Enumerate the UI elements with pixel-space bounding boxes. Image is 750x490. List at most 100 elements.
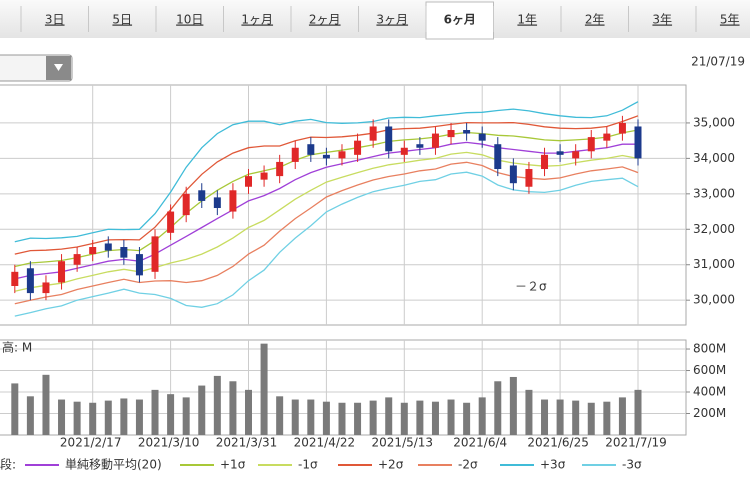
candle-body — [463, 130, 471, 134]
candle-body — [525, 169, 533, 187]
volume-bar — [182, 397, 190, 435]
volume-bar — [89, 402, 97, 435]
tab[interactable]: 3年 — [652, 13, 672, 27]
tab[interactable]: 1年 — [517, 13, 537, 27]
candle-body — [120, 247, 128, 258]
volume-title: 高: M — [2, 340, 32, 355]
x-tick-label: 2021/6/4 — [453, 436, 507, 450]
y-tick-label: 34,000 — [693, 151, 735, 165]
legend-label: -2σ — [458, 458, 478, 472]
volume-bar — [135, 399, 143, 435]
candle-body — [354, 140, 362, 155]
annotation: －２σ — [515, 280, 547, 294]
volume-bar — [618, 397, 626, 435]
y-tick-label: 30,000 — [693, 293, 735, 307]
x-tick-label: 2021/3/10 — [138, 436, 200, 450]
candle-body — [260, 172, 268, 180]
x-tick-label: 2021/3/31 — [216, 436, 278, 450]
volume-bar — [556, 399, 564, 435]
candle-body — [369, 126, 377, 141]
candle-body — [276, 161, 284, 177]
tab[interactable]: 3ヶ月 — [376, 13, 408, 27]
tab-bar — [0, 0, 750, 38]
volume-bar — [478, 397, 486, 435]
volume-bar — [416, 400, 424, 435]
candle-body — [618, 122, 626, 134]
candle-body — [322, 154, 330, 159]
legend-title: 段: — [0, 457, 16, 472]
candle-body — [135, 254, 143, 276]
candle-body — [587, 137, 595, 152]
candle-body — [509, 165, 517, 184]
y-tick-label: 35,000 — [693, 115, 735, 129]
volume-bar — [447, 399, 455, 435]
volume-bar — [120, 398, 128, 435]
price-panel — [0, 84, 687, 326]
volume-bar — [229, 381, 237, 435]
volume-bar — [369, 400, 377, 435]
y-tick-label: 200M — [693, 406, 726, 420]
candle-body — [603, 133, 611, 141]
volume-bar — [431, 401, 439, 435]
candle-body — [307, 144, 315, 155]
candle-body — [73, 254, 81, 265]
x-tick-label: 2021/5/13 — [372, 436, 434, 450]
candle-body — [42, 282, 50, 294]
tab[interactable]: 2年 — [585, 13, 605, 27]
tab[interactable]: 5年 — [720, 13, 740, 27]
dropdown-arrow — [54, 64, 63, 71]
y-tick-label: 800M — [693, 342, 726, 356]
volume-bar — [572, 400, 580, 435]
candle-body — [447, 130, 455, 138]
volume-bar — [322, 401, 330, 435]
volume-bar — [400, 402, 408, 435]
volume-bar — [245, 389, 252, 435]
candle-body — [431, 133, 439, 148]
tab[interactable]: 1ヶ月 — [241, 13, 273, 27]
candle-body — [385, 126, 393, 152]
tab[interactable]: 10日 — [176, 13, 203, 27]
y-tick-label: 400M — [693, 385, 726, 399]
band-line — [14, 141, 638, 280]
date: 21/07/19 — [691, 55, 745, 69]
candle-body — [167, 211, 175, 233]
candle-body — [89, 247, 97, 255]
band-line — [14, 171, 639, 317]
candle-body — [198, 190, 206, 201]
legend-label: +1σ — [220, 458, 246, 472]
candle-body — [291, 147, 299, 162]
x-tick-label: 2021/6/25 — [527, 436, 589, 450]
candle-body — [104, 243, 112, 251]
volume-bar — [307, 399, 315, 435]
volume-bar — [276, 396, 284, 435]
volume-bar — [354, 402, 362, 435]
legend-label: 単純移動平均(20) — [65, 458, 162, 472]
tab[interactable]: 3日 — [45, 13, 65, 27]
y-tick-label: 31,000 — [693, 257, 735, 271]
candle-body — [478, 133, 486, 141]
band-line — [14, 115, 639, 255]
tab[interactable]: 2ヶ月 — [309, 13, 341, 27]
volume-bar — [463, 402, 471, 435]
volume-bar — [587, 402, 595, 435]
candle-body — [58, 261, 66, 283]
candle-body — [213, 197, 221, 209]
volume-bar — [26, 396, 34, 435]
legend-label: +3σ — [540, 458, 566, 472]
volume-bar — [541, 399, 549, 435]
legend-label: -1σ — [298, 458, 318, 472]
candle-body — [338, 151, 346, 159]
candle-body — [182, 193, 190, 216]
candle-body — [634, 126, 642, 159]
volume-bar — [385, 397, 393, 435]
candle-body — [572, 151, 580, 159]
tab[interactable]: 5日 — [112, 13, 132, 27]
tab[interactable]: 6ヶ月 — [444, 13, 476, 27]
candle-body — [151, 236, 159, 272]
candle-body — [11, 271, 19, 287]
legend-label: -3σ — [622, 458, 642, 472]
y-tick-label: 33,000 — [693, 186, 735, 200]
band-line — [14, 151, 639, 292]
